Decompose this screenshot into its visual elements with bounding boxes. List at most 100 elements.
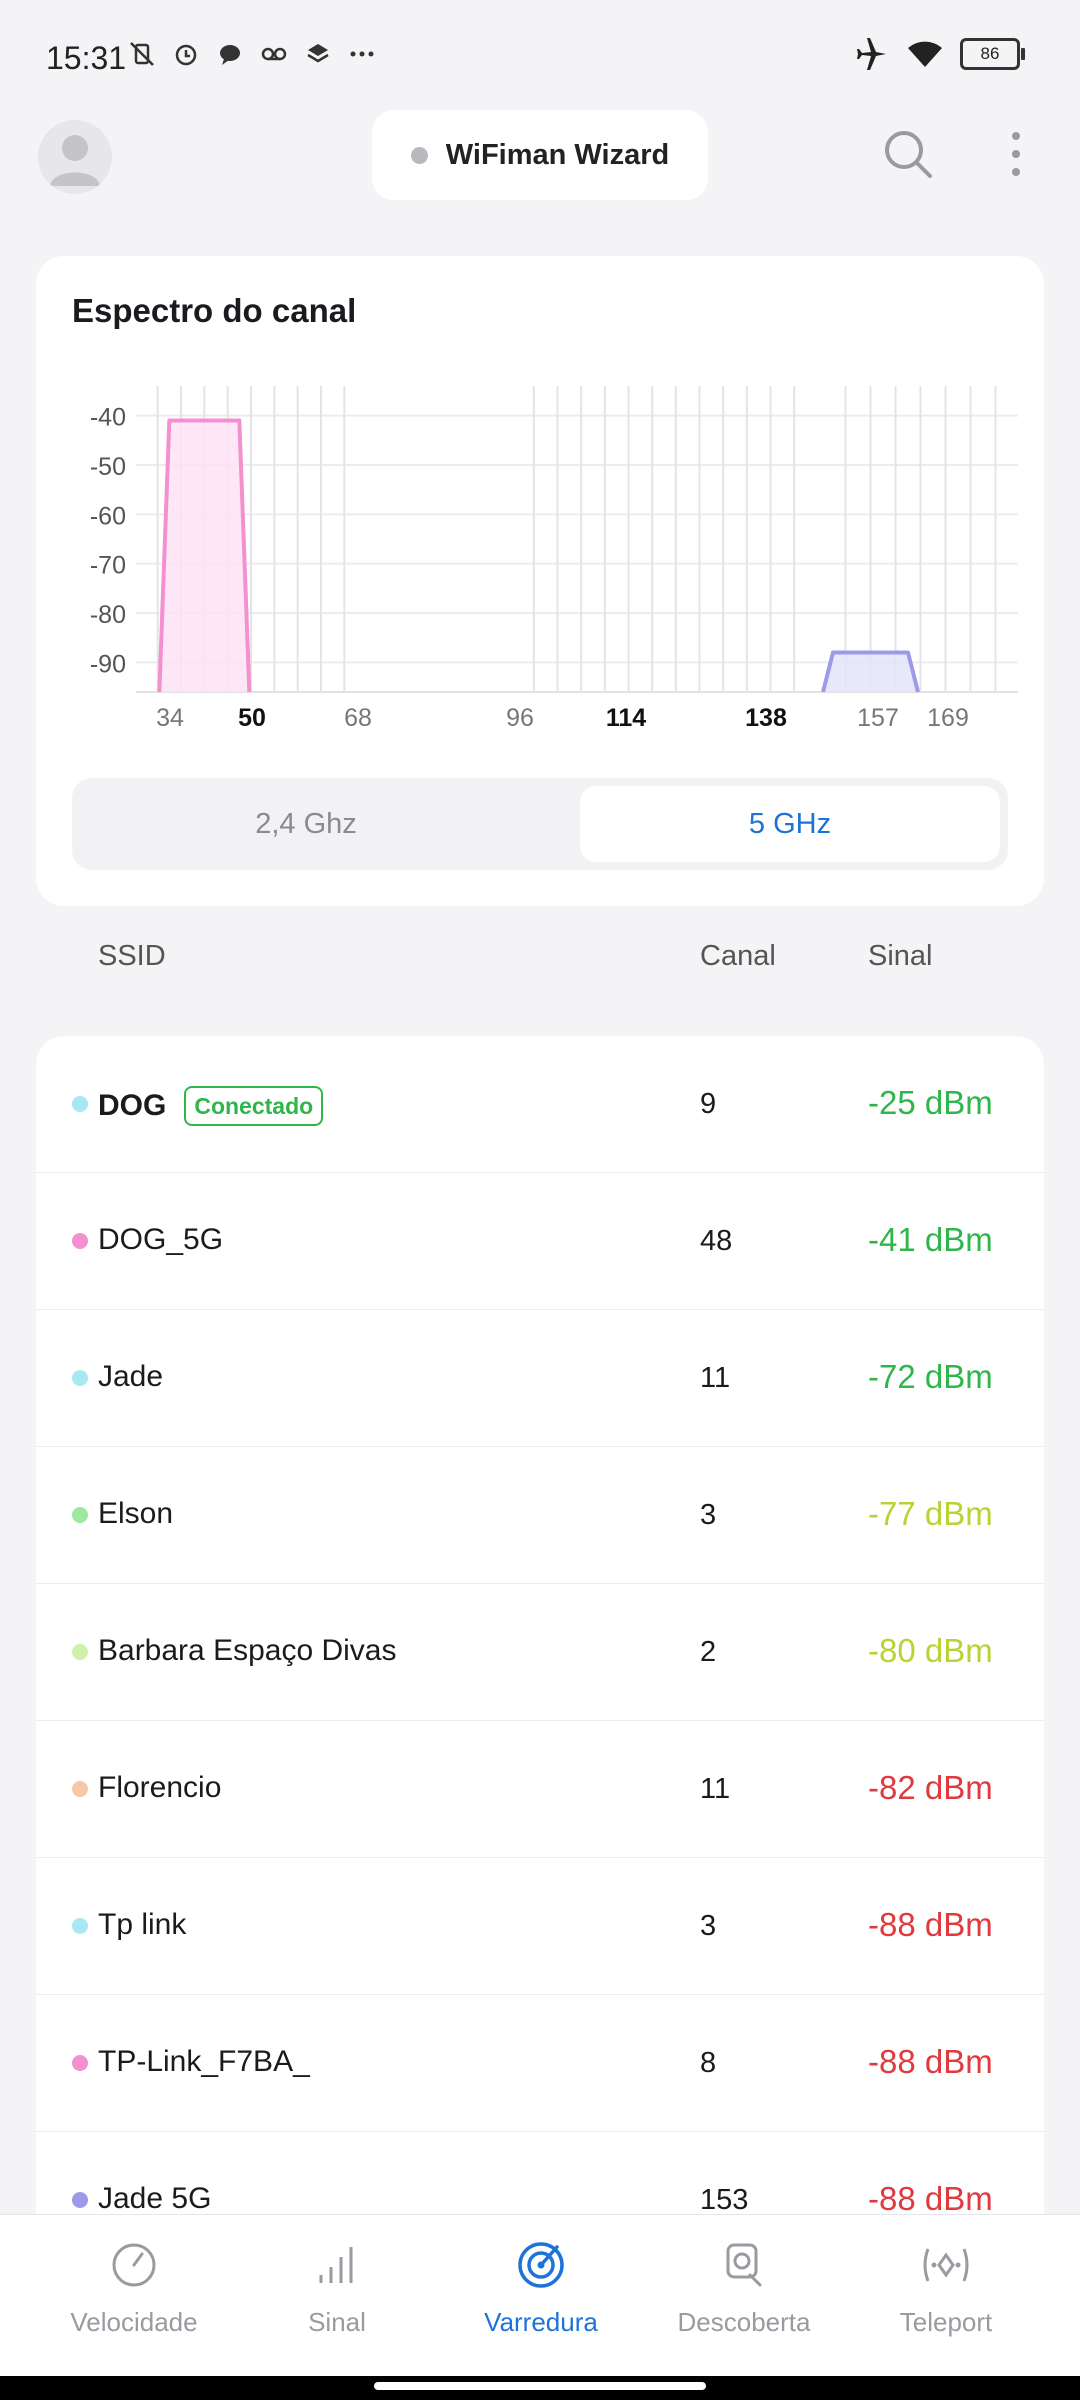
- radar-icon: [518, 2242, 564, 2288]
- network-ssid: Tp link: [98, 1908, 186, 1942]
- ssid-label: Barbara Espaço Divas: [98, 1634, 397, 1667]
- network-ssid: Elson: [98, 1497, 173, 1531]
- vibrate-off-icon: [130, 42, 154, 66]
- ssid-label: Tp link: [98, 1908, 187, 1941]
- network-signal: -77 dBm: [868, 1495, 993, 1532]
- network-channel: 3: [700, 1499, 717, 1531]
- nav-label-sinal: Sinal: [308, 2307, 366, 2337]
- nav-label-descoberta: Descoberta: [677, 2307, 811, 2337]
- ssid-label: DOG_5G: [98, 1223, 224, 1256]
- y-tick-label: -50: [90, 453, 126, 481]
- network-color-dot: [72, 2192, 88, 2208]
- ssid-label: Jade: [98, 1360, 164, 1393]
- wifiman-wizard-button[interactable]: WiFiman Wizard: [372, 110, 708, 200]
- network-color-dot: [72, 1781, 88, 1797]
- network-color-dot: [72, 1370, 88, 1386]
- x-tick-label: 96: [506, 704, 534, 732]
- network-signal: -80 dBm: [868, 1632, 993, 1669]
- avatar[interactable]: [38, 120, 112, 194]
- network-channel: 153: [700, 2184, 749, 2216]
- connected-badge: Conectado: [184, 1086, 324, 1126]
- nav-descoberta[interactable]: Descoberta: [644, 2237, 844, 2338]
- network-color-dot: [72, 1918, 88, 1934]
- y-tick-label: -90: [90, 650, 126, 678]
- network-signal: -88 dBm: [868, 1906, 993, 1943]
- band-option-5ghz[interactable]: 5 GHz: [580, 786, 1000, 862]
- y-tick-label: -80: [90, 601, 126, 629]
- nav-teleport[interactable]: Teleport: [846, 2237, 1046, 2338]
- wifi-icon: [908, 41, 942, 67]
- network-signal: -88 dBm: [868, 2043, 993, 2080]
- x-tick-label: 157: [857, 704, 899, 732]
- ssid-label: TP-Link_F7BA_: [98, 2045, 310, 2078]
- alarm-icon: [175, 44, 197, 66]
- ssid-label: Elson: [98, 1497, 174, 1530]
- layers-icon: [307, 44, 329, 63]
- user-avatar-icon: [50, 135, 100, 186]
- nav-label-teleport: Teleport: [899, 2307, 993, 2337]
- network-signal: -88 dBm: [868, 2180, 993, 2216]
- home-gesture-bar[interactable]: [374, 2382, 706, 2390]
- network-row[interactable]: Tp link 3 -88 dBm: [36, 1858, 1044, 1995]
- y-tick-label: -40: [90, 404, 126, 432]
- network-color-dot: [72, 1507, 88, 1523]
- network-row[interactable]: Barbara Espaço Divas 2 -80 dBm: [36, 1584, 1044, 1721]
- chat-icon: [220, 45, 240, 65]
- network-spectrum-line: [157, 418, 252, 693]
- x-tick-label: 68: [344, 704, 372, 732]
- ssid-label: DOG: [98, 1089, 167, 1122]
- status-bar: 15:31 86: [0, 0, 1080, 100]
- column-header-sinal[interactable]: Sinal: [868, 940, 933, 972]
- search-icon[interactable]: [880, 126, 936, 182]
- network-row[interactable]: Florencio 11 -82 dBm: [36, 1721, 1044, 1858]
- column-header-ssid[interactable]: SSID: [98, 940, 166, 972]
- voicemail-icon: [261, 47, 287, 61]
- network-channel: 48: [700, 1225, 733, 1257]
- network-color-dot: [72, 2055, 88, 2071]
- battery-indicator: 86: [960, 38, 1025, 70]
- nav-sinal[interactable]: Sinal: [237, 2237, 437, 2338]
- network-color-dot: [72, 1096, 88, 1112]
- network-spectrum-fill: [823, 652, 918, 692]
- network-list: DOG Conectado 9 -25 dBm DOG_5G 48 -41 dBm Jade 1…: [36, 1036, 1044, 2216]
- nav-label-velocidade: Velocidade: [70, 2307, 198, 2337]
- card-title: Espectro do canal: [72, 292, 357, 329]
- nav-velocidade[interactable]: Velocidade: [34, 2237, 234, 2338]
- column-header-canal[interactable]: Canal: [700, 940, 776, 972]
- airplane-mode-icon: [857, 38, 886, 70]
- network-row[interactable]: Elson 3 -77 dBm: [36, 1447, 1044, 1584]
- network-signal: -82 dBm: [868, 1769, 993, 1806]
- wizard-label: WiFiman Wizard: [445, 138, 670, 171]
- x-tick-label: 114: [606, 704, 646, 732]
- more-notifications-icon: [350, 51, 374, 57]
- nav-label-varredura: Varredura: [484, 2307, 598, 2337]
- network-channel: 3: [700, 1910, 717, 1942]
- network-spectrum-fill: [159, 420, 250, 692]
- network-ssid: Jade: [98, 1360, 163, 1394]
- network-ssid: Jade 5G: [98, 2182, 211, 2216]
- network-color-dot: [72, 1644, 88, 1660]
- network-color-dot: [72, 1233, 88, 1249]
- status-time: 15:31: [46, 40, 127, 76]
- network-row[interactable]: DOG_5G 48 -41 dBm: [36, 1173, 1044, 1310]
- notification-icons: [128, 40, 376, 68]
- discovery-icon: [726, 2243, 762, 2287]
- network-row[interactable]: Jade 5G 153 -88 dBm: [36, 2132, 1044, 2216]
- channel-spectrum-card: Espectro do canal -40 -50 -60 -70 -80 -90 34 50…: [36, 256, 1044, 906]
- more-menu-icon[interactable]: [996, 126, 1036, 182]
- signal-bars-icon: [319, 2247, 353, 2283]
- network-row[interactable]: TP-Link_F7BA_ 8 -88 dBm: [36, 1995, 1044, 2132]
- nav-varredura[interactable]: Varredura: [441, 2237, 641, 2338]
- network-ssid: DOG_5G: [98, 1223, 223, 1257]
- network-signal: -41 dBm: [868, 1221, 993, 1258]
- speedometer-icon: [112, 2243, 156, 2287]
- x-tick-label: 34: [156, 704, 184, 732]
- channel-spectrum-chart: -40 -50 -60 -70 -80 -90 34 50 68 96 114 138 157 169: [90, 386, 1018, 732]
- ssid-label: Florencio: [98, 1771, 222, 1804]
- network-row[interactable]: DOG Conectado 9 -25 dBm: [36, 1036, 1044, 1173]
- network-row[interactable]: Jade 11 -72 dBm: [36, 1310, 1044, 1447]
- band-option-2-4ghz[interactable]: 2,4 Ghz: [255, 807, 357, 840]
- y-tick-label: -70: [90, 552, 126, 580]
- bottom-navigation: Velocidade Sinal Varredura Descoberta: [0, 2214, 1080, 2377]
- network-ssid: TP-Link_F7BA_: [98, 2045, 310, 2079]
